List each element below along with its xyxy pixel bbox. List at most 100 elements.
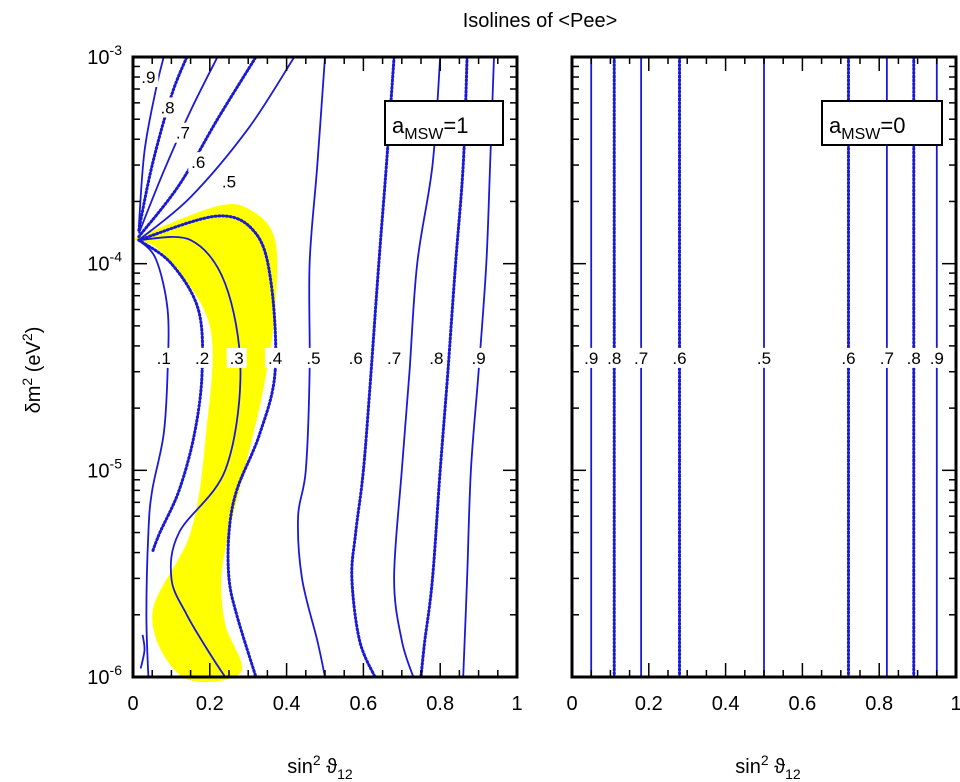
band-layer: [132, 204, 278, 683]
contour-line-p1-0: [138, 239, 170, 678]
contour-label-text: .2: [195, 349, 209, 368]
right-annotation-box: [821, 100, 943, 146]
contour-line-p4-3: [137, 214, 278, 679]
contour-label-text: .3: [230, 349, 244, 368]
svg-text:aMSW=0: aMSW=0: [829, 113, 905, 143]
panel-right: .9 .8 .7 .6 .5 .6 .7 .8 .9 aMSW=0: [570, 55, 958, 679]
contour-label-text: .7: [387, 349, 401, 368]
contour-label-text: .9: [584, 349, 598, 368]
contour-label-text: .6: [672, 349, 686, 368]
contour-label-text: .5: [222, 172, 236, 191]
tick-layer: [132, 57, 518, 678]
y-tick-label: 10-5: [87, 455, 122, 482]
svg-text:aMSW=1: aMSW=1: [392, 113, 468, 143]
left-annotation-main: a: [392, 113, 405, 138]
xlabel-sup: 2: [761, 752, 769, 768]
contour-label-layer: .9 .8 .7 .6 .5 .6 .7 .8 .9: [581, 347, 947, 368]
ylabel-close: ): [23, 327, 45, 334]
xlabel-sym: ϑ: [321, 756, 338, 778]
contour-label-text: .5: [306, 349, 320, 368]
xlabel-sub: 12: [337, 766, 353, 782]
contour-label: .8: [903, 347, 924, 368]
contour-label: .3: [226, 347, 247, 368]
right-annotation-main: a: [829, 113, 842, 138]
contour-label: .5: [219, 171, 239, 192]
x-tick-label: 0.8: [426, 693, 454, 715]
tick-layer: [571, 57, 957, 678]
x-tick-label: 1: [511, 693, 522, 715]
contour-label: .9: [581, 347, 602, 368]
contour-label: .5: [754, 347, 774, 368]
xlabel-sub: 12: [785, 766, 801, 782]
contour-label: .8: [426, 347, 447, 368]
ylabel-unit: (eV: [23, 340, 45, 377]
left-annotation-sub: MSW: [404, 126, 444, 143]
contour-label-text: .8: [160, 98, 174, 117]
right-x-axis-title: sin2 ϑ12: [735, 752, 801, 782]
y-tick-label: 10-6: [87, 662, 122, 689]
contour-label-text: .7: [880, 349, 894, 368]
chart-title: Isolines of <Pee>: [463, 10, 618, 32]
contour-label: .9: [138, 67, 159, 88]
contour-label: .6: [188, 152, 209, 173]
contour-label-layer: .1.2.3.4.5.6.7.8.9.9.8.7.6.5: [138, 67, 489, 368]
svg-text:δm2 (eV2): δm2 (eV2): [19, 327, 45, 414]
contour-label: .8: [604, 347, 625, 368]
contour-line-p5-4: [297, 56, 326, 678]
contour-label: .7: [876, 347, 897, 368]
contour-line-p8-7: [419, 55, 469, 679]
contour-label-text: .7: [634, 349, 648, 368]
right-annotation-rest: =0: [880, 113, 905, 138]
x-tick-label: 0.4: [712, 693, 740, 715]
contour-label-text: .8: [907, 349, 921, 368]
x-tick-label: 0.8: [865, 693, 893, 715]
right-annotation-sub: MSW: [841, 126, 881, 143]
left-x-axis-title: sin2 ϑ12: [287, 752, 353, 782]
contour-label: .8: [157, 97, 178, 118]
contour-label-text: .5: [757, 349, 771, 368]
contour-label: .7: [384, 347, 405, 368]
contour-line-p6-5: [350, 55, 396, 679]
contour-label-text: .9: [141, 68, 155, 87]
y-tick-label: 10-4: [87, 249, 122, 276]
ylabel-unit-sup: 2: [19, 333, 35, 341]
contour-label: .6: [838, 347, 859, 368]
contour-label-text: .9: [930, 349, 944, 368]
y-axis-title: δm2 (eV2): [19, 327, 45, 414]
x-tick-label: 0: [127, 693, 138, 715]
ylabel-main: δm: [23, 386, 45, 414]
contour-line-p2-14: [139, 634, 146, 669]
x-tick-label: 0.2: [635, 693, 663, 715]
ylabel-sup: 2: [19, 378, 35, 386]
contour-label: .4: [265, 347, 286, 368]
xlabel-main: sin: [735, 756, 761, 778]
contour-label: .9: [926, 347, 947, 368]
panel-left: .1.2.3.4.5.6.7.8.9.9.8.7.6.5 aMSW=1: [131, 55, 519, 683]
xlabel-sym: ϑ: [769, 756, 786, 778]
left-annotation: aMSW=1: [384, 100, 504, 146]
left-annotation-rest: =1: [443, 113, 468, 138]
y-tick-label: 10-3: [87, 42, 122, 69]
contour-label: .1: [153, 347, 174, 368]
contour-line-p9-8: [462, 56, 495, 678]
x-tick-label: 0.4: [273, 693, 301, 715]
x-tick-label: 0.6: [349, 693, 377, 715]
highlight-band: [132, 204, 278, 683]
right-annotation: aMSW=0: [821, 100, 943, 146]
contour-label-text: .7: [176, 124, 190, 143]
contour-label: .6: [669, 347, 690, 368]
contour-line-p8-12: [137, 55, 189, 232]
contour-label-text: .4: [268, 349, 282, 368]
x-tick-label: 0.2: [196, 693, 224, 715]
contour-label: .9: [468, 347, 489, 368]
xlabel-sup: 2: [313, 752, 321, 768]
contour-label: .6: [345, 347, 366, 368]
x-tick-label: 0.6: [788, 693, 816, 715]
contour-label-text: .9: [472, 349, 486, 368]
contour-label: .5: [303, 347, 324, 368]
contour-label-text: .6: [841, 349, 855, 368]
x-tick-labels: 0 0.2 0.4 0.6 0.8 1 0 0.2 0.4 0.6 0.8 1: [127, 693, 960, 715]
contour-label-text: .8: [607, 349, 621, 368]
contour-label-text: .6: [191, 153, 205, 172]
